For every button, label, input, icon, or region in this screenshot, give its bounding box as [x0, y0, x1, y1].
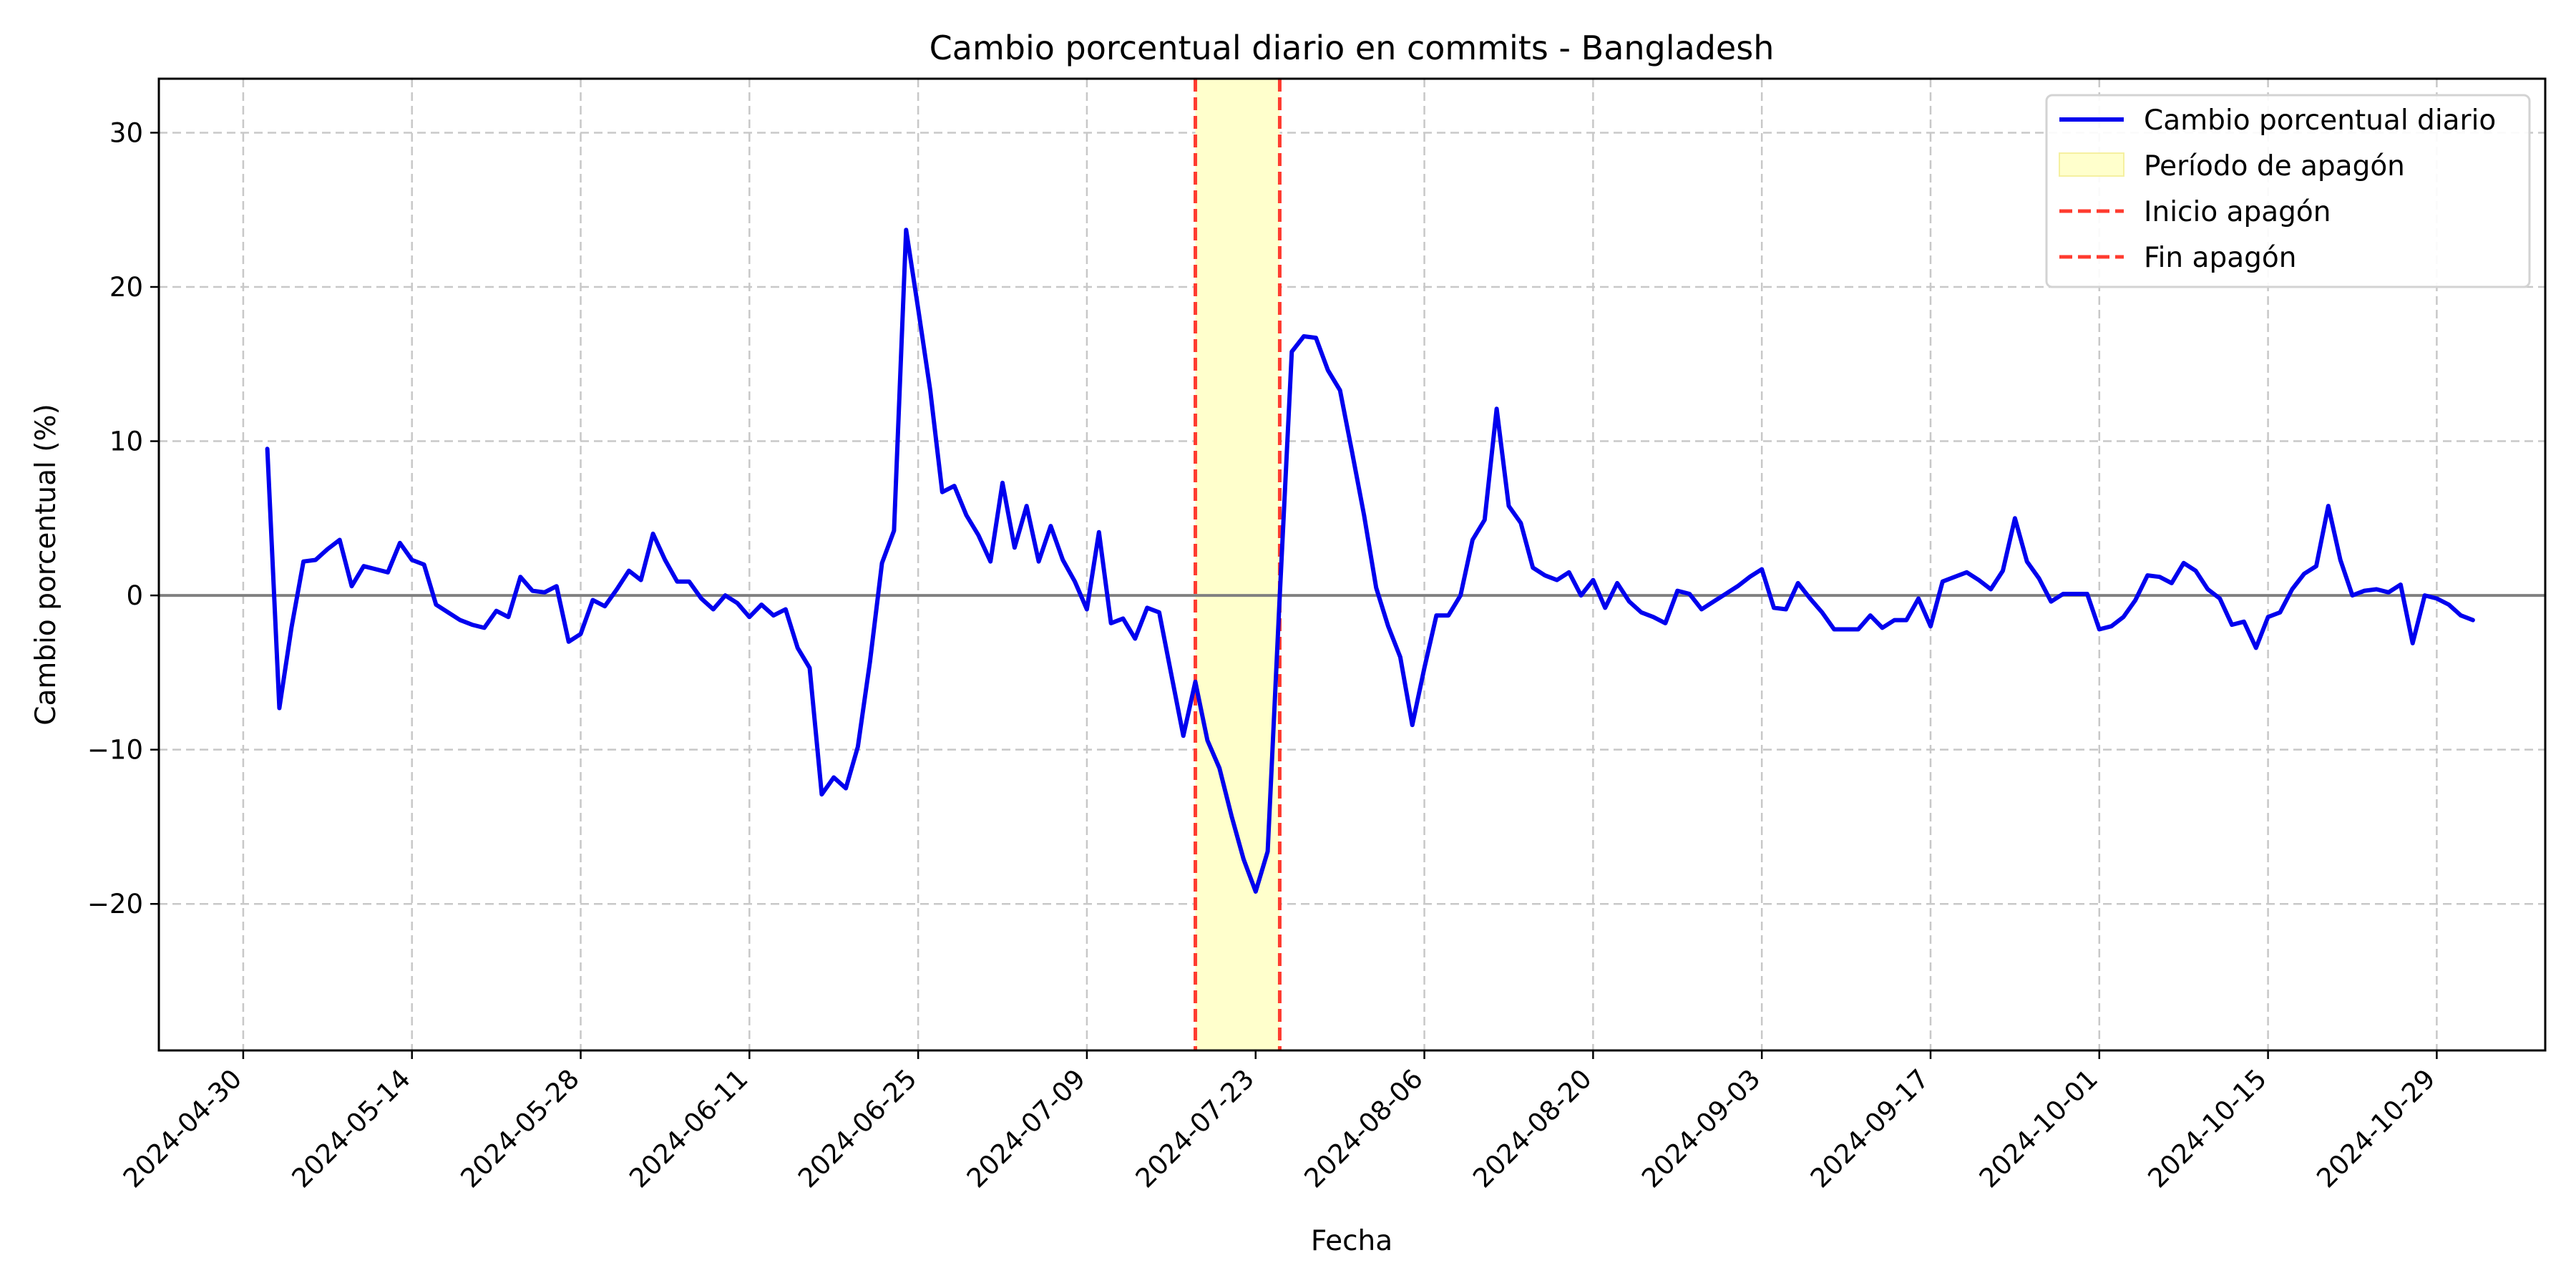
- y-tick-label: 30: [109, 117, 143, 148]
- y-tick-label: 20: [109, 272, 143, 303]
- legend-swatch-shade: [2059, 152, 2124, 177]
- series-line-cambio-porcentual: [265, 228, 2475, 894]
- legend: Cambio porcentual diario Período de apag…: [2045, 94, 2531, 288]
- chart-title: Cambio porcentual diario en commits - Ba…: [930, 29, 1775, 67]
- legend-label-series: Cambio porcentual diario: [2144, 104, 2496, 137]
- y-tick-label: 10: [109, 426, 143, 457]
- y-tick-label: −20: [87, 889, 143, 919]
- y-tick-label: 0: [126, 580, 143, 611]
- blackout-period-shade: [1195, 79, 1280, 1050]
- legend-box: [2045, 94, 2531, 288]
- plot-frame: [157, 77, 2547, 1052]
- y-tick-label: −10: [87, 735, 143, 766]
- y-axis-label: Cambio porcentual (%): [30, 404, 62, 726]
- legend-label-start: Inicio apagón: [2144, 196, 2331, 228]
- legend-label-end: Fin apagón: [2144, 242, 2296, 274]
- legend-label-shade: Período de apagón: [2144, 150, 2405, 182]
- x-axis-label: Fecha: [1311, 1225, 1392, 1257]
